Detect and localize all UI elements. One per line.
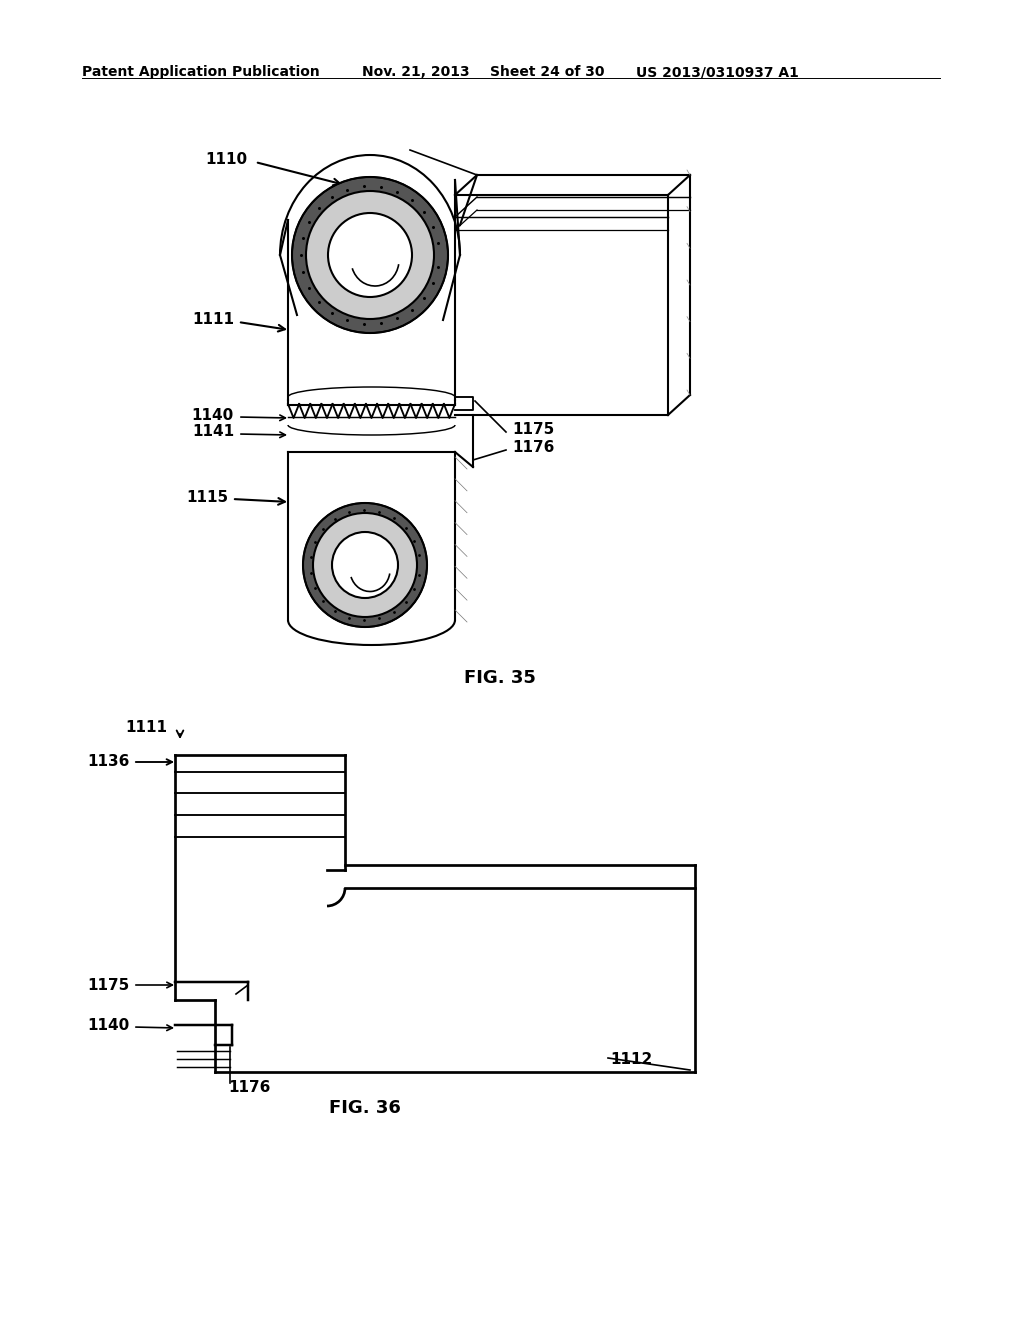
Text: 1176: 1176 bbox=[512, 441, 554, 455]
Ellipse shape bbox=[328, 213, 412, 297]
Text: 1110: 1110 bbox=[205, 153, 247, 168]
Text: FIG. 36: FIG. 36 bbox=[329, 1100, 401, 1117]
Text: 1141: 1141 bbox=[191, 425, 234, 440]
Text: 1176: 1176 bbox=[228, 1080, 271, 1094]
Text: 1115: 1115 bbox=[186, 490, 228, 504]
Ellipse shape bbox=[332, 532, 398, 598]
Ellipse shape bbox=[313, 513, 417, 616]
Text: 1175: 1175 bbox=[88, 978, 130, 993]
Text: 1140: 1140 bbox=[88, 1018, 130, 1032]
Text: 1136: 1136 bbox=[88, 755, 130, 770]
Ellipse shape bbox=[303, 503, 427, 627]
Text: Nov. 21, 2013: Nov. 21, 2013 bbox=[362, 65, 470, 79]
Text: Patent Application Publication: Patent Application Publication bbox=[82, 65, 319, 79]
Text: 1111: 1111 bbox=[193, 313, 234, 327]
Ellipse shape bbox=[292, 177, 449, 333]
Text: 1140: 1140 bbox=[191, 408, 234, 422]
Text: 1175: 1175 bbox=[512, 422, 554, 437]
Text: FIG. 35: FIG. 35 bbox=[464, 669, 536, 686]
Text: 1111: 1111 bbox=[125, 721, 167, 735]
Text: US 2013/0310937 A1: US 2013/0310937 A1 bbox=[636, 65, 799, 79]
Text: Sheet 24 of 30: Sheet 24 of 30 bbox=[490, 65, 604, 79]
Ellipse shape bbox=[306, 191, 434, 319]
Text: 1112: 1112 bbox=[610, 1052, 652, 1068]
